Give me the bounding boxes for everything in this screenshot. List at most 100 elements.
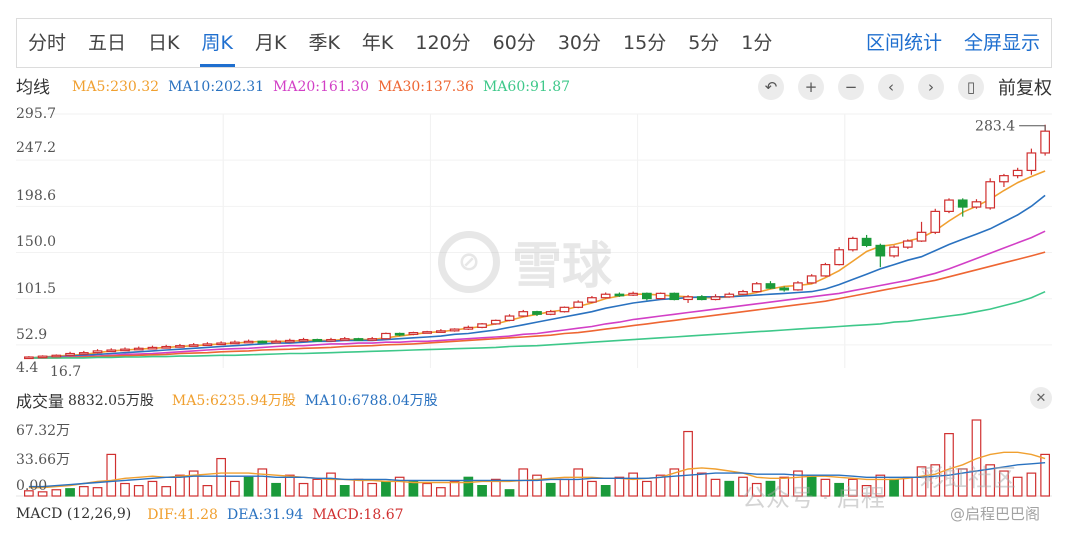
volume-bar (504, 489, 515, 497)
volume-bar (532, 474, 542, 497)
price-axis-label: 247.2 (16, 140, 57, 156)
candle-body (532, 311, 542, 315)
macd-legend-label: MACD (12,26,9) (16, 506, 132, 522)
volume-bar (683, 430, 693, 497)
candle-body (559, 306, 570, 313)
volume-bar (793, 470, 803, 497)
candle-body (710, 296, 721, 301)
tab-30min[interactable]: 30分 (557, 32, 602, 54)
candle-body (408, 331, 419, 335)
volume-bar (861, 485, 872, 497)
volume-bar (600, 485, 611, 497)
candle-body (738, 291, 748, 295)
chevron-left-icon[interactable]: ‹ (878, 74, 904, 100)
volume-bar (999, 470, 1009, 497)
candle-body (449, 328, 460, 332)
volume-bar (834, 482, 844, 497)
candle-body (600, 293, 611, 299)
volume-chart (16, 419, 1052, 497)
tab-1min[interactable]: 1分 (741, 32, 773, 54)
tab-5min[interactable]: 5分 (688, 32, 720, 54)
brand-logo-icon: ⊘ (438, 231, 500, 293)
price-legend: 均线 MA5:230.32 MA10:202.31 MA20:161.30 MA30:… (16, 73, 579, 98)
tab-120min[interactable]: 120分 (415, 32, 471, 54)
volume-legend-item-0: MA5:6235.94万股 (171, 393, 296, 409)
volume-legend: 成交量 8832.05万股 MA5:6235.94万股 MA10:6788.04万… (16, 388, 447, 412)
candle-body (696, 296, 707, 301)
price-axis-label: 101.5 (16, 281, 57, 297)
candle-body (902, 240, 913, 248)
volume-bar (916, 466, 927, 497)
tab-quarterly-k[interactable]: 季K (308, 32, 340, 54)
candle-body (1012, 169, 1023, 177)
volume-bar (751, 482, 762, 497)
price-legend-item-3: MA30:137.36 (378, 78, 474, 95)
candle-body (24, 356, 34, 360)
candle-body (120, 348, 130, 352)
volume-bar (889, 478, 899, 497)
candle-body (243, 340, 254, 344)
volume-bar (642, 480, 652, 497)
candle-body (642, 292, 652, 300)
candle-body (202, 343, 213, 347)
volume-bar (92, 487, 103, 497)
candle-body (751, 283, 762, 293)
price-adjust-select[interactable]: 前复权 (998, 78, 1052, 99)
price-legend-item-4: MA60:91.87 (482, 78, 571, 95)
tab-daily-k[interactable]: 日K (148, 32, 180, 54)
volume-bar (120, 482, 130, 497)
candle-body (504, 315, 515, 321)
macd-legend-item-1: DEA:31.94 (226, 507, 304, 523)
tab-weekly-k[interactable]: 周K (191, 19, 244, 67)
volume-bar (284, 474, 295, 497)
range-stats-button[interactable]: 区间统计 (865, 32, 942, 54)
volume-ma-line-ma5 (28, 451, 1046, 489)
price-axis-label: 150.0 (16, 234, 57, 250)
candle-body (875, 244, 886, 257)
candle-body (422, 331, 432, 334)
candle-body (889, 246, 899, 257)
tab-60min[interactable]: 60分 (492, 32, 536, 54)
macd-legend-item-0: DIF:41.28 (147, 507, 218, 523)
volume-bar (271, 482, 281, 497)
overlay-watermark-b: @启程巴巴阁 (950, 505, 1041, 523)
period-tab-bar: 分时 五日 日K 周K 月K 季K 年K 120分 60分 30分 15分 5分 1分 区间统计 全屏显示 (16, 18, 1052, 68)
candle-type-icon[interactable]: ▯ (958, 74, 984, 100)
volume-bar (257, 468, 268, 497)
volume-bar (930, 464, 941, 497)
volume-bar (78, 486, 89, 497)
candle-body (999, 175, 1009, 183)
candle-body (848, 237, 858, 251)
zoom-in-icon[interactable]: + (798, 74, 824, 100)
candle-body (175, 345, 185, 348)
volume-bar (957, 468, 968, 497)
candle-body (353, 338, 364, 341)
chevron-right-icon[interactable]: › (918, 74, 944, 100)
macd-legend: MACD (12,26,9) DIF:41.28 DEA:31.94 MACD:18… (16, 505, 413, 523)
tab-15min[interactable]: 15分 (623, 32, 667, 54)
close-icon[interactable]: ✕ (1030, 387, 1052, 409)
candle-body (930, 210, 941, 233)
candle-body (628, 292, 638, 296)
tab-monthly-k[interactable]: 月K (254, 32, 287, 54)
volume-bar (738, 476, 748, 497)
candle-body (147, 346, 158, 350)
price-axis-label: 198.6 (16, 188, 57, 204)
volume-bar (394, 476, 405, 497)
fullscreen-button[interactable]: 全屏显示 (963, 32, 1040, 54)
volume-bar (216, 457, 226, 497)
zoom-out-icon[interactable]: − (838, 74, 864, 100)
tab-yearly-k[interactable]: 年K (361, 32, 394, 54)
volume-bar (381, 480, 391, 497)
candle-body (298, 338, 309, 342)
undo-icon[interactable]: ↶ (758, 74, 784, 100)
candle-body (106, 349, 117, 353)
volume-bar (545, 482, 556, 497)
candle-body (51, 354, 62, 358)
candle-body (587, 297, 597, 303)
volume-bar (65, 488, 75, 497)
brand-watermark: ⊘ 雪球 (438, 226, 612, 298)
tab-intraday[interactable]: 分时 (28, 32, 67, 54)
candle-body (257, 340, 268, 344)
tab-five-day[interactable]: 五日 (88, 32, 127, 54)
